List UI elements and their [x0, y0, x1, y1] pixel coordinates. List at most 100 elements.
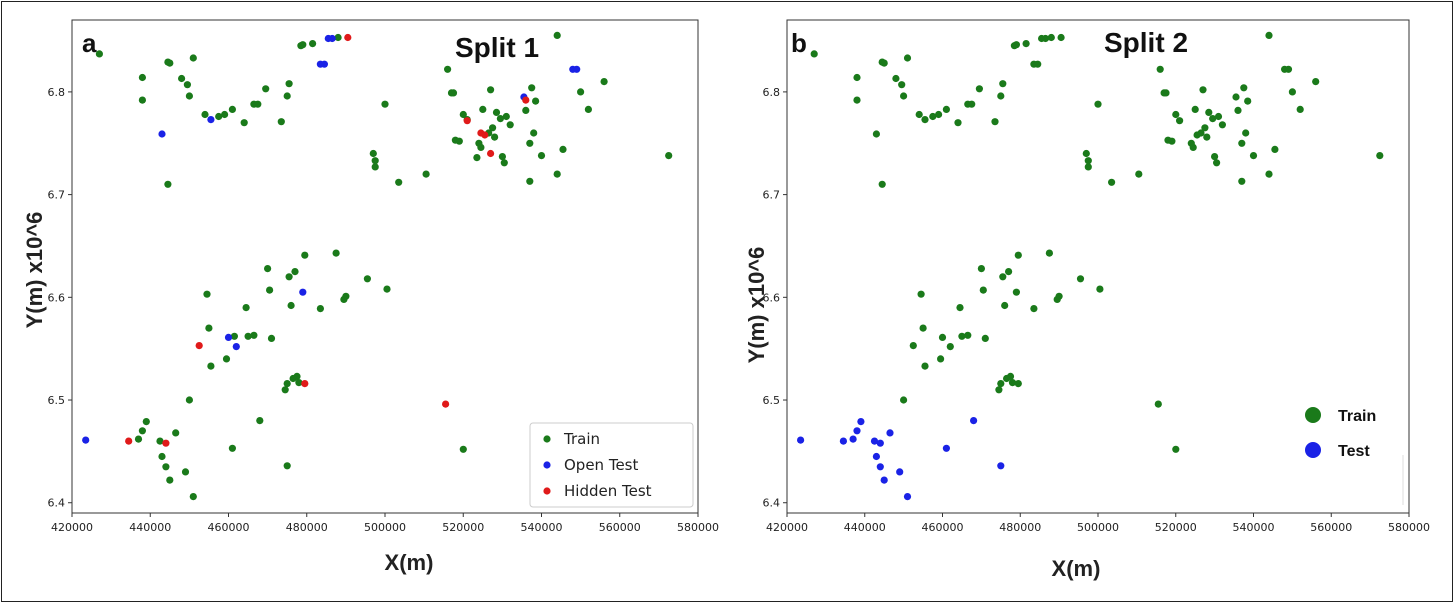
panel-b-train-point	[1012, 41, 1021, 49]
panel-b-train-point	[1008, 379, 1017, 387]
panel-a-train-point	[266, 286, 274, 294]
panel-a-x-tick-label: 480000	[286, 521, 328, 534]
panel-b-axes-frame	[786, 19, 1410, 514]
panel-a-train-point	[222, 355, 231, 363]
panel-b-train-point	[975, 85, 984, 93]
panel-a-train-point	[309, 40, 317, 48]
panel-b-train-point	[915, 110, 923, 119]
panel-a-train-point	[334, 33, 342, 42]
panel-a-train-point	[285, 273, 293, 281]
panel-a-train-point	[164, 180, 172, 188]
panel-a-train-point	[455, 137, 463, 145]
panel-b-test-point	[876, 439, 884, 447]
panel-a-legend-label-open-test: Open Test	[564, 456, 638, 474]
panel-b-test-point	[872, 452, 881, 461]
panel-a-train-point	[185, 396, 193, 404]
panel-a-train-point	[205, 324, 213, 332]
panel-b-train-point	[929, 112, 937, 121]
panel-a-legend	[529, 422, 694, 508]
panel-a-hidden-test-point	[344, 33, 352, 42]
panel-b-y-axis-label: Y(m) x10^6	[744, 247, 769, 364]
panel-a-train-point	[178, 74, 186, 83]
panel-a-train-point	[185, 92, 193, 100]
panel-a-train-point	[242, 304, 250, 312]
panel-a-train-point	[291, 268, 299, 276]
panel-b-train-point	[999, 80, 1007, 88]
panel-b-train-point	[1242, 129, 1250, 137]
panel-b-legend-marker-test	[1305, 442, 1321, 458]
panel-b-train-point	[1176, 117, 1184, 125]
panel-b-train-point	[1189, 143, 1197, 151]
panel-a-x-axis-label: X(m)	[385, 550, 434, 575]
panel-a-title: Split 1	[455, 32, 539, 63]
panel-b-train-point	[956, 304, 964, 312]
panel-a-train-point	[363, 275, 371, 283]
panel-a-x-tick-label: 540000	[521, 521, 563, 534]
panel-a-train-point	[172, 429, 180, 437]
panel-a-train-point	[295, 379, 303, 387]
panel-a-x-tick-label: 460000	[208, 521, 250, 534]
panel-a-train-point	[207, 362, 215, 370]
panel-b-train-point	[909, 342, 917, 350]
panel-a-train-point	[473, 154, 481, 162]
panel-a-hidden-test-point	[195, 342, 203, 350]
panel-a-train-point	[166, 476, 174, 484]
panel-a-train-point	[477, 143, 485, 151]
panel-a-train-point	[371, 157, 379, 165]
panel-b-train-point	[917, 290, 925, 298]
panel-b-train-point	[1076, 275, 1085, 283]
panel-a-y-axis-label: Y(m) x10^6	[22, 212, 47, 329]
panel-a-train-point	[532, 97, 540, 105]
panel-a-train-point	[528, 84, 536, 92]
panel-a-train-point	[491, 133, 499, 141]
panel-a-train-point	[526, 177, 534, 185]
panel-a-hidden-test-point	[125, 437, 133, 445]
panel-b-train-point	[1191, 105, 1199, 113]
panel-b-train-point	[880, 59, 888, 67]
panel-a-train-point	[584, 105, 593, 113]
panel-b-train-point	[997, 380, 1005, 388]
panel-a-open-test-point	[328, 34, 336, 43]
panel-b-train-point	[1199, 86, 1207, 94]
panel-a-open-test-point	[207, 116, 215, 124]
panel-a-train-point	[142, 418, 150, 426]
panel-b-test-point	[942, 444, 951, 452]
panel-b-train-point	[958, 332, 966, 340]
panel-b-train-point	[935, 110, 943, 119]
panel-a-open-test-point	[299, 288, 307, 296]
panel-b-train-point	[892, 74, 900, 83]
panel-b-x-tick-label: 580000	[1388, 521, 1430, 534]
panel-b-train-point	[997, 92, 1005, 100]
panel-a-train-point	[281, 386, 289, 394]
panel-b-train-point	[903, 54, 912, 62]
panel-a-train-point	[559, 145, 567, 153]
panel-a-train-point	[381, 100, 389, 108]
panel-b-train-point	[1213, 159, 1221, 167]
panel-a-train-point	[479, 105, 487, 113]
panel-a-hidden-test-point	[301, 380, 309, 388]
panel-b-train-point	[1296, 105, 1304, 113]
panel-b-train-point	[1172, 445, 1180, 453]
panel-a-open-test-point	[82, 436, 90, 444]
panel-a-train-point	[287, 301, 295, 310]
panel-b-x-tick-label: 420000	[766, 521, 808, 534]
panel-a-train-point	[371, 163, 379, 171]
panel-b-train-point	[921, 362, 929, 370]
panel-b-test-point	[839, 437, 848, 445]
panel-b-x-tick-label: 560000	[1310, 521, 1352, 534]
panel-b-train-point	[900, 396, 908, 404]
panel-b-train-point	[900, 92, 908, 100]
panel-b-train-point	[991, 118, 999, 126]
panel-b-test-point	[970, 417, 978, 425]
panel-b-train-point	[977, 265, 986, 273]
panel-a-legend-marker-train	[543, 435, 551, 443]
panel-b-train-point	[921, 116, 929, 124]
panel-b-y-tick-label: 6.5	[763, 394, 781, 407]
panel-a-train-point	[138, 96, 146, 104]
panel-b-y-tick-label: 6.7	[763, 189, 781, 202]
panel-b-test-point	[853, 427, 861, 435]
panel-b-train-point	[964, 331, 972, 339]
panel-a-train-point	[332, 249, 340, 257]
panel-a-hidden-test-point	[463, 117, 471, 125]
panel-b-train-point	[1041, 34, 1050, 43]
